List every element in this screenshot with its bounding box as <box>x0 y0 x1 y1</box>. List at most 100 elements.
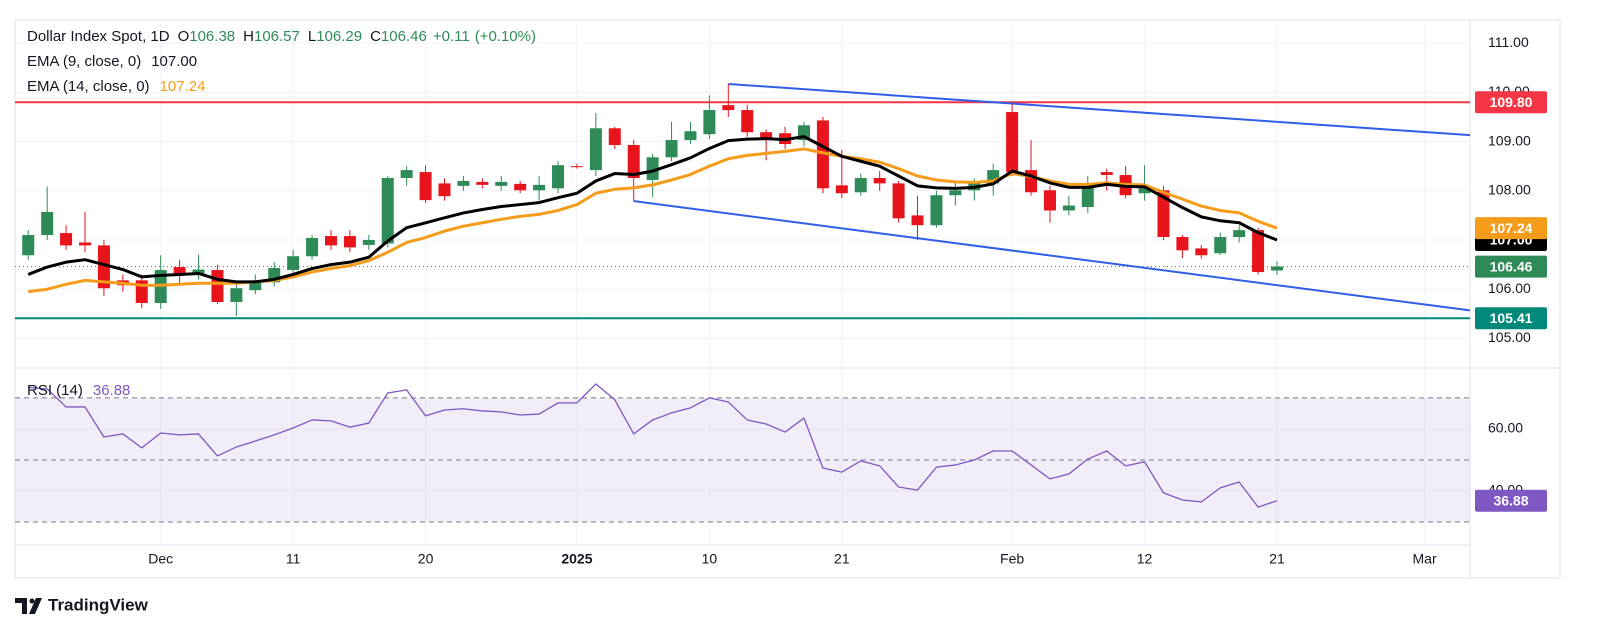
ohlc-key: C <box>370 28 381 45</box>
candle-body <box>1062 205 1075 211</box>
candle-body <box>97 245 110 289</box>
candle-body <box>60 233 73 246</box>
candle-body <box>400 170 413 178</box>
candle-body <box>911 215 924 226</box>
candle-body <box>835 185 848 194</box>
ohlc-value: 106.29 <box>316 28 362 45</box>
candle-body <box>192 269 205 274</box>
chart-title: Dollar Index Spot, 1D <box>27 28 170 45</box>
candle-body <box>703 110 716 135</box>
candle-body <box>627 145 640 178</box>
y-tick-label: 60.00 <box>1488 420 1523 436</box>
candle-body <box>1157 190 1170 238</box>
x-tick-label: 10 <box>702 551 718 567</box>
legend-value: 107.00 <box>151 53 197 70</box>
candle-body <box>1081 187 1094 208</box>
candle-body <box>1252 230 1265 272</box>
badge-label: 107.24 <box>1490 220 1533 236</box>
rsi-value: 36.88 <box>93 382 131 399</box>
candle-body <box>665 140 678 158</box>
price-badge: 107.24 <box>1475 217 1547 240</box>
legend-name: EMA (9, close, 0) <box>27 53 141 70</box>
x-tick-label: Feb <box>1000 551 1024 567</box>
ohlc-key: O <box>178 28 190 45</box>
candle-body <box>306 238 319 257</box>
candle-body <box>79 242 92 246</box>
badge-bg <box>1475 489 1547 512</box>
price-badge: 106.46 <box>1475 255 1547 278</box>
y-tick-label: 106.00 <box>1488 280 1531 296</box>
legend-entry: EMA (9, close, 0) 107.00 <box>27 53 197 70</box>
candle-body <box>930 195 943 226</box>
candle-body <box>1195 248 1208 256</box>
candle-body <box>854 177 867 193</box>
candle-body <box>211 270 224 303</box>
candle-body <box>1138 188 1151 194</box>
ohlc-key: H <box>243 28 254 45</box>
ohlc-key: L <box>308 28 316 45</box>
price-badge: 36.88 <box>1475 489 1547 512</box>
x-tick-label: Mar <box>1413 551 1437 567</box>
candle-body <box>608 128 621 146</box>
candle-body <box>343 236 356 248</box>
candle-body <box>476 181 489 185</box>
y-tick-label: 108.00 <box>1488 181 1531 197</box>
candle-body <box>230 288 243 303</box>
candle-body <box>1100 172 1113 176</box>
brand-name: TradingView <box>48 595 149 614</box>
candle-body <box>949 190 962 196</box>
rsi-name: RSI (14) <box>27 382 83 399</box>
candle-body <box>173 267 186 274</box>
candle-body <box>1176 237 1189 251</box>
change: +0.11 <box>433 28 470 45</box>
candle-body <box>1214 237 1227 254</box>
rsi-legend: RSI (14) 36.88 <box>27 382 130 399</box>
x-tick-label: 20 <box>418 551 434 567</box>
rsi-band <box>15 397 1470 523</box>
candle-body <box>533 184 546 191</box>
candle-body <box>381 177 394 244</box>
candle-body <box>760 132 773 139</box>
candle-body <box>324 236 337 246</box>
brand-logo <box>15 598 42 614</box>
badge-bg <box>1475 255 1547 278</box>
candle-body <box>873 177 886 184</box>
badge-label: 109.80 <box>1490 94 1533 110</box>
x-tick-label: 12 <box>1137 551 1153 567</box>
badge-bg <box>1475 307 1547 330</box>
candle-body <box>552 165 565 189</box>
candle-body <box>741 110 754 133</box>
price-badge: 109.80 <box>1475 91 1547 114</box>
x-tick-label: 2025 <box>561 551 592 567</box>
price-badge: 105.41 <box>1475 307 1547 330</box>
candle-body <box>646 157 659 180</box>
candle-body <box>722 105 735 111</box>
candle-body <box>892 183 905 219</box>
candle-body <box>249 280 262 291</box>
candle-body <box>1006 112 1019 173</box>
x-tick-label: 21 <box>1269 551 1285 567</box>
plot-area <box>15 20 1470 545</box>
x-tick-label: 11 <box>286 551 301 567</box>
candle-body <box>1233 230 1246 238</box>
candle-body <box>22 235 35 256</box>
trend-line <box>728 82 1470 137</box>
chart-frame <box>14 19 1561 579</box>
ema-line <box>27 135 1278 284</box>
candle-body <box>438 183 451 197</box>
y-tick-label: 105.00 <box>1488 329 1531 345</box>
trend-line <box>633 200 1470 312</box>
candle-body <box>419 172 432 201</box>
badge-label: 106.46 <box>1490 258 1533 274</box>
y-tick-label: 109.00 <box>1488 132 1531 148</box>
ohlc-value: 106.38 <box>189 28 235 45</box>
candle-body <box>589 128 602 171</box>
candle-body <box>287 256 300 271</box>
legend-header: Dollar Index Spot, 1D O106.38 H106.57 L106.… <box>27 28 536 45</box>
y-tick-label: 111.00 <box>1488 34 1529 50</box>
candle-body <box>457 180 470 186</box>
candle-body <box>514 183 527 191</box>
candle-body <box>495 181 508 186</box>
candle-body <box>684 131 697 141</box>
